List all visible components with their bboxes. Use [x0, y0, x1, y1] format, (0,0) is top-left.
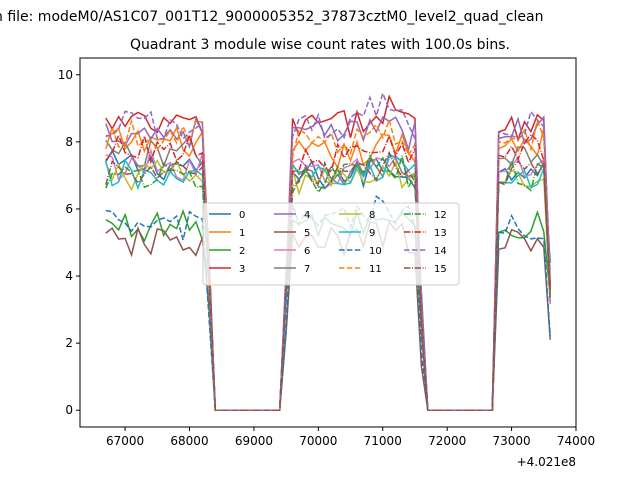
legend-label: 3	[239, 264, 245, 275]
series-line-15	[105, 150, 551, 411]
y-tick-label: 8	[65, 135, 73, 149]
legend-box	[202, 202, 460, 286]
x-tick-label: 71000	[364, 434, 402, 448]
x-tick-label: 69000	[235, 434, 273, 448]
chart-title: Quadrant 3 module wise count rates with …	[130, 37, 510, 53]
legend-label: 6	[304, 246, 310, 257]
legend-label: 11	[369, 264, 382, 275]
legend-label: 0	[239, 210, 245, 221]
legend-label: 14	[434, 246, 447, 257]
x-axis: 67000 68000 69000 70000 71000 72000 73000 74000	[106, 427, 595, 448]
legend-label: 15	[434, 264, 447, 275]
legend-label: 8	[369, 210, 375, 221]
legend-label: 5	[304, 228, 310, 239]
series-line-14	[105, 90, 551, 411]
axes-frame	[79, 57, 577, 428]
legend-label: 7	[304, 264, 310, 275]
y-tick-label: 0	[65, 403, 73, 417]
legend-label: 1	[239, 228, 245, 239]
legend-label: 2	[239, 246, 245, 257]
legend-label: 12	[434, 210, 447, 221]
legend-label: 4	[304, 210, 310, 221]
x-tick-label: 70000	[299, 434, 337, 448]
legend-label: 13	[434, 228, 447, 239]
legend-label: 9	[369, 228, 375, 239]
x-tick-label: 68000	[170, 434, 208, 448]
y-tick-label: 10	[58, 68, 73, 82]
x-tick-label: 72000	[428, 434, 466, 448]
y-tick-label: 4	[65, 269, 73, 283]
x-tick-label: 73000	[492, 434, 530, 448]
y-tick-label: 2	[65, 336, 73, 350]
legend-label: 10	[369, 246, 382, 257]
x-offset-text: +4.021e8	[517, 455, 576, 469]
figure-suptitle: n file: modeM0/AS1C07_001T12_9000005352_…	[0, 9, 544, 25]
x-tick-label: 67000	[106, 434, 144, 448]
y-tick-label: 6	[65, 202, 73, 216]
y-axis: 0 2 4 6 8 10	[58, 68, 80, 417]
x-tick-label: 74000	[557, 434, 595, 448]
